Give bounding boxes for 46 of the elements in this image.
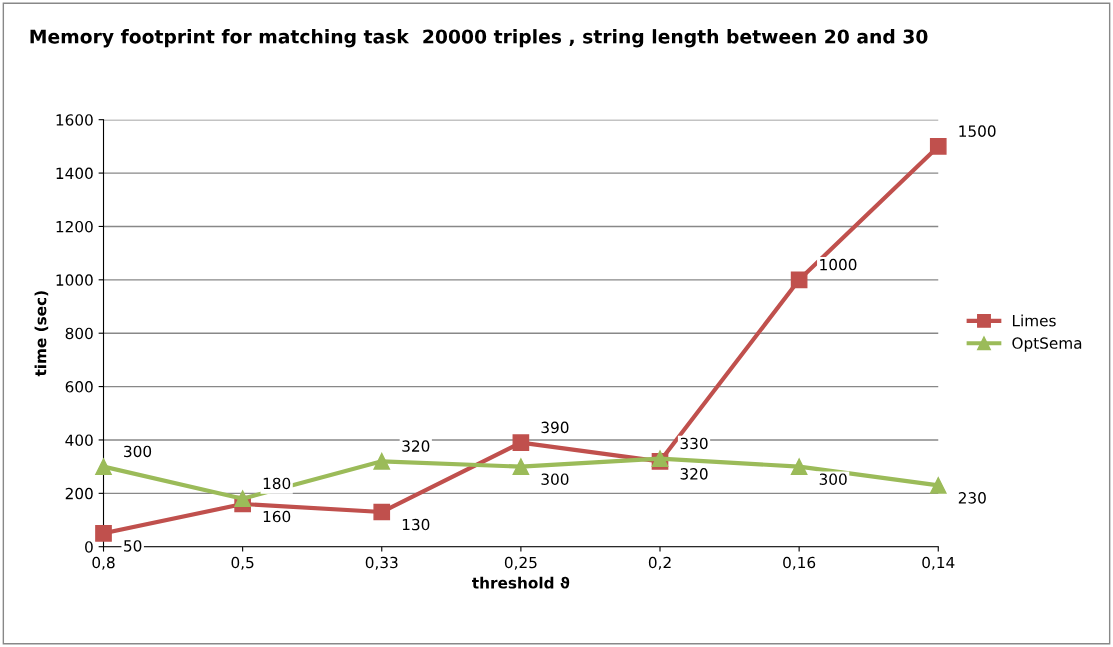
x-tick-label: 0,16 bbox=[783, 556, 816, 570]
data-label: 50 bbox=[124, 540, 142, 552]
x-tick-label: 0,33 bbox=[365, 556, 398, 570]
y-tick-label: 0 bbox=[85, 541, 93, 553]
x-tick-label: 0,25 bbox=[504, 556, 537, 570]
y-tick-label: 600 bbox=[65, 381, 93, 393]
data-label: 1000 bbox=[820, 258, 857, 271]
point bbox=[373, 503, 391, 521]
data-label: 300 bbox=[124, 445, 152, 458]
y-tick-label: 200 bbox=[65, 487, 93, 500]
y-tick-label: 1400 bbox=[56, 167, 93, 180]
x-tick-label: 0,2 bbox=[648, 556, 671, 570]
data-label: 130 bbox=[402, 518, 430, 531]
x-axis-title: threshold ϑ bbox=[472, 576, 570, 589]
y-tick-label: 400 bbox=[65, 434, 93, 446]
x-tick-label: 0,5 bbox=[231, 556, 254, 570]
data-label: 230 bbox=[958, 492, 986, 504]
data-label: 320 bbox=[680, 468, 708, 480]
point bbox=[95, 458, 112, 475]
point bbox=[373, 452, 391, 470]
point bbox=[95, 525, 112, 542]
point bbox=[234, 490, 251, 508]
data-label: 300 bbox=[819, 473, 847, 485]
y-axis-title: time (sec) bbox=[34, 291, 49, 377]
x-tick-label: 0,14 bbox=[922, 556, 955, 570]
y-tick-label: 1600 bbox=[56, 114, 93, 126]
data-label: 320 bbox=[402, 440, 430, 452]
data-label: 180 bbox=[263, 477, 291, 490]
point bbox=[790, 271, 808, 289]
data-label: 390 bbox=[541, 421, 569, 434]
y-tick-label: 1000 bbox=[56, 274, 93, 286]
point bbox=[512, 458, 530, 475]
y-tick-label: 1200 bbox=[56, 220, 93, 233]
chart-title: Memory footprint for matching task 20000 triples , string length between 20 and 30 bbox=[30, 29, 928, 48]
point bbox=[929, 476, 947, 494]
data-label: 330 bbox=[680, 437, 708, 450]
x-tick-label: 0,8 bbox=[92, 556, 115, 570]
point bbox=[929, 138, 947, 155]
data-label: 300 bbox=[541, 473, 569, 485]
data-label: 1500 bbox=[959, 125, 996, 137]
data-label: 160 bbox=[263, 510, 291, 523]
y-tick-label: 800 bbox=[65, 327, 93, 340]
legend-label: Limes bbox=[1012, 314, 1056, 327]
point bbox=[790, 458, 808, 475]
legend-label: OptSema bbox=[1012, 337, 1082, 352]
point bbox=[512, 434, 530, 451]
